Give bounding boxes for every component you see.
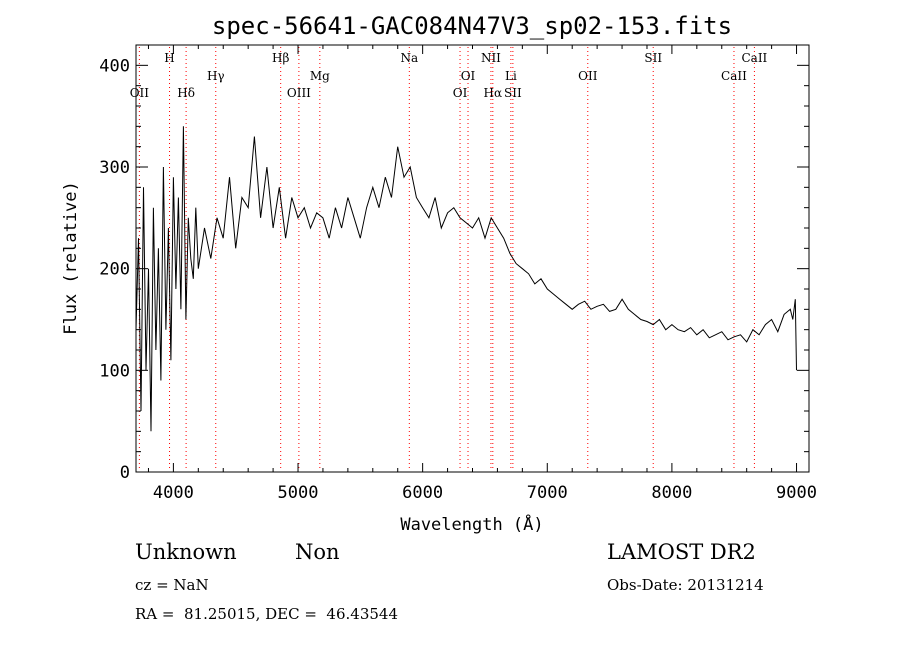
plot-frame: [136, 45, 809, 472]
spectral-line-label: OII: [130, 86, 150, 100]
spectral-class: Unknown: [135, 540, 237, 564]
chart-title: spec-56641-GAC084N47V3_sp02-153.fits: [212, 12, 732, 40]
spectral-line-label: Li: [505, 69, 517, 83]
y-tick-label: 0: [120, 463, 130, 483]
spectral-line-label: Mg: [310, 69, 330, 83]
y-axis-label: Flux (relative): [61, 181, 81, 335]
survey-name: LAMOST DR2: [607, 540, 756, 564]
y-tick-label: 300: [99, 158, 130, 178]
y-tick-label: 400: [99, 56, 130, 76]
observation-date: Obs-Date: 20131214: [607, 576, 764, 594]
spectral-line-label: Hα: [484, 86, 503, 100]
spectral-line-label: SII: [644, 51, 662, 65]
x-tick-label: 4000: [153, 483, 194, 503]
spectral-line-label: SII: [504, 86, 522, 100]
spectral-line-label: Na: [400, 51, 418, 65]
spectral-subclass: Non: [295, 540, 340, 564]
spectral-line-label: OIII: [287, 86, 311, 100]
spectrum-line: [136, 126, 797, 431]
spectral-line-label: CaII: [741, 51, 767, 65]
spectral-line-label: Hβ: [272, 51, 289, 65]
spectral-line-label: OI: [461, 69, 476, 83]
x-tick-label: 9000: [776, 483, 817, 503]
spectral-line-label: OI: [453, 86, 468, 100]
x-tick-label: 7000: [527, 483, 568, 503]
sky-coordinates: RA = 81.25015, DEC = 46.43544: [135, 605, 398, 623]
spectral-line-label: NII: [481, 51, 501, 65]
x-tick-label: 5000: [278, 483, 319, 503]
x-tick-label: 6000: [402, 483, 443, 503]
spectral-line-label: CaII: [721, 69, 747, 83]
spectral-line-label: Hγ: [207, 69, 225, 83]
y-tick-label: 100: [99, 361, 130, 381]
y-tick-label: 200: [99, 260, 130, 280]
redshift-cz: cz = NaN: [135, 576, 209, 594]
x-tick-label: 8000: [651, 483, 692, 503]
spectral-line-label: Hδ: [177, 86, 195, 100]
spectral-line-label: OII: [578, 69, 598, 83]
x-axis-label: Wavelength (Å): [400, 513, 543, 535]
